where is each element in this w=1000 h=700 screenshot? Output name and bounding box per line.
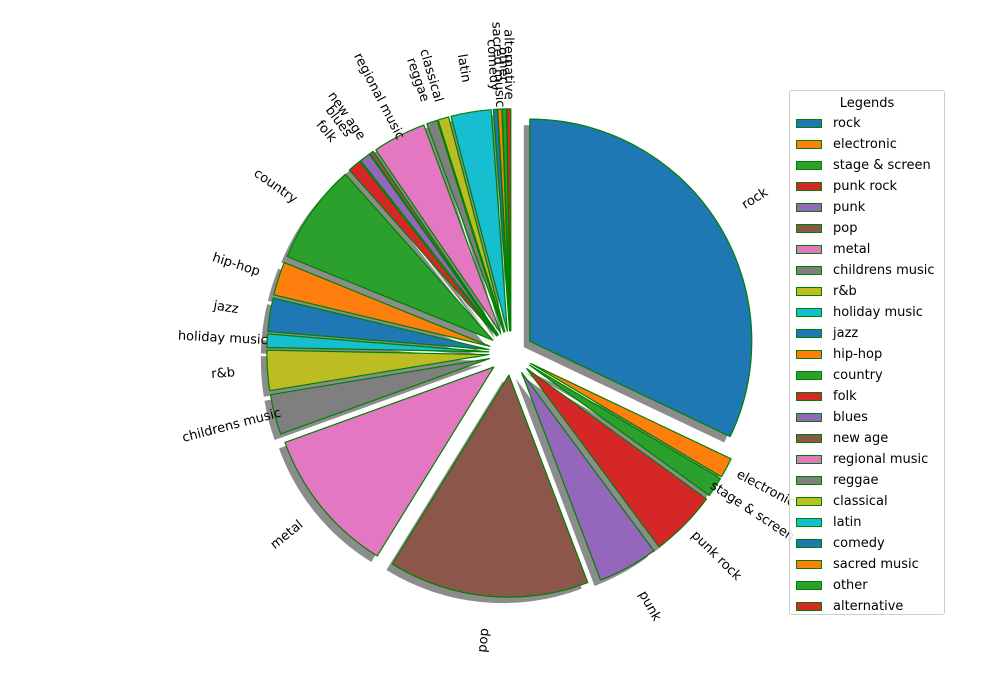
legend-swatch xyxy=(796,497,822,506)
legend-item-hip-hop: hip-hop xyxy=(796,344,882,365)
legend-item-stage-screen: stage & screen xyxy=(796,155,931,176)
legend-label: reggae xyxy=(833,473,879,488)
legend-label: metal xyxy=(833,242,870,257)
legend-item-new-age: new age xyxy=(796,428,888,449)
legend-swatch xyxy=(796,413,822,422)
legend-label: punk xyxy=(833,200,865,215)
legend-swatch xyxy=(796,518,822,527)
legend-item-regional-music: regional music xyxy=(796,449,928,470)
legend-label: hip-hop xyxy=(833,347,882,362)
legend-swatch xyxy=(796,476,822,485)
legend-item-country: country xyxy=(796,365,883,386)
legend-swatch xyxy=(796,329,822,338)
slice-label-holiday-music: holiday music xyxy=(177,329,268,349)
legend-swatch xyxy=(796,371,822,380)
legend-label: holiday music xyxy=(833,305,923,320)
legend: Legends rock electronic stage & screen punk… xyxy=(789,90,945,615)
legend-swatch xyxy=(796,539,822,548)
legend-label: rock xyxy=(833,116,861,131)
legend-swatch xyxy=(796,602,822,611)
slice-label-hip-hop: hip-hop xyxy=(210,250,261,279)
legend-item-sacred-music: sacred music xyxy=(796,554,919,575)
legend-item-alternative: alternative xyxy=(796,596,903,617)
legend-item-comedy: comedy xyxy=(796,533,885,554)
legend-swatch xyxy=(796,140,822,149)
legend-swatch xyxy=(796,560,822,569)
legend-item-metal: metal xyxy=(796,239,870,260)
legend-label: regional music xyxy=(833,452,928,467)
legend-item-holiday-music: holiday music xyxy=(796,302,923,323)
legend-label: classical xyxy=(833,494,888,509)
legend-item-childrens-music: childrens music xyxy=(796,260,935,281)
slice-label-childrens-music: childrens music xyxy=(181,406,283,446)
legend-title: Legends xyxy=(790,95,944,112)
legend-swatch xyxy=(796,581,822,590)
legend-item-blues: blues xyxy=(796,407,868,428)
legend-item-pop: pop xyxy=(796,218,857,239)
slice-label-rock: rock xyxy=(739,185,771,213)
legend-label: latin xyxy=(833,515,862,530)
legend-item-jazz: jazz xyxy=(796,323,858,344)
legend-swatch xyxy=(796,224,822,233)
slice-label-alternative: alternative xyxy=(501,29,517,100)
legend-swatch xyxy=(796,308,822,317)
legend-label: r&b xyxy=(833,284,857,299)
legend-item-folk: folk xyxy=(796,386,857,407)
legend-swatch xyxy=(796,182,822,191)
legend-item-r-b: r&b xyxy=(796,281,857,302)
legend-label: country xyxy=(833,368,883,383)
legend-swatch xyxy=(796,455,822,464)
legend-label: stage & screen xyxy=(833,158,931,173)
legend-label: electronic xyxy=(833,137,897,152)
slice-label-metal: metal xyxy=(268,517,306,552)
legend-item-latin: latin xyxy=(796,512,862,533)
legend-label: childrens music xyxy=(833,263,935,278)
legend-swatch xyxy=(796,350,822,359)
legend-label: punk rock xyxy=(833,179,897,194)
slice-label-punk: punk xyxy=(635,588,664,624)
slice-label-punk-rock: punk rock xyxy=(688,528,744,584)
legend-item-reggae: reggae xyxy=(796,470,879,491)
legend-item-other: other xyxy=(796,575,868,596)
legend-label: sacred music xyxy=(833,557,919,572)
slice-label-r-b: r&b xyxy=(211,365,236,382)
slice-label-jazz: jazz xyxy=(211,298,239,317)
legend-label: blues xyxy=(833,410,868,425)
slice-label-latin: latin xyxy=(454,53,473,84)
legend-label: pop xyxy=(833,221,857,236)
legend-item-electronic: electronic xyxy=(796,134,897,155)
legend-label: jazz xyxy=(833,326,858,341)
legend-item-classical: classical xyxy=(796,491,888,512)
legend-swatch xyxy=(796,266,822,275)
legend-swatch xyxy=(796,392,822,401)
legend-swatch xyxy=(796,161,822,170)
legend-swatch xyxy=(796,119,822,128)
legend-swatch xyxy=(796,434,822,443)
legend-swatch xyxy=(796,203,822,212)
legend-label: folk xyxy=(833,389,857,404)
slice-label-country: country xyxy=(251,166,301,207)
legend-item-rock: rock xyxy=(796,113,861,134)
legend-label: alternative xyxy=(833,599,903,614)
legend-item-punk-rock: punk rock xyxy=(796,176,897,197)
legend-label: comedy xyxy=(833,536,885,551)
legend-swatch xyxy=(796,245,822,254)
slice-layer xyxy=(267,109,752,597)
legend-label: new age xyxy=(833,431,888,446)
legend-item-punk: punk xyxy=(796,197,865,218)
slice-label-pop: pop xyxy=(475,627,492,653)
legend-label: other xyxy=(833,578,868,593)
legend-swatch xyxy=(796,287,822,296)
